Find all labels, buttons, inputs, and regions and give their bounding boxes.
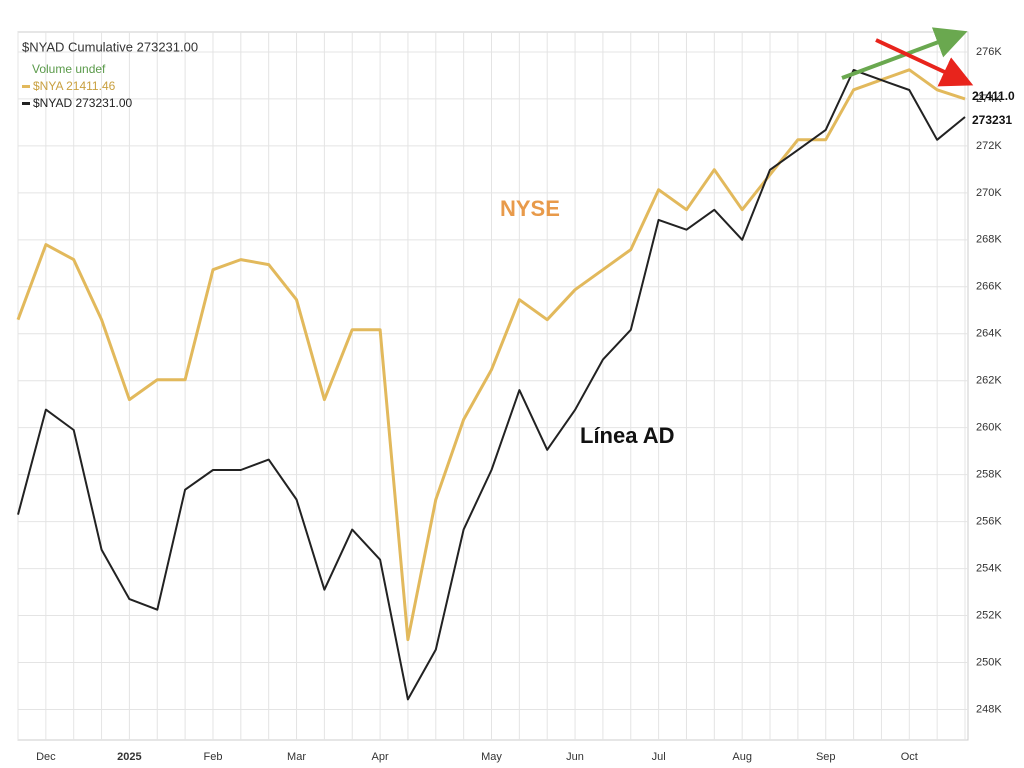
end-label: 273231 [972,113,1012,127]
y-tick-label: 264K [976,328,1002,340]
y-tick-label: 250K [976,656,1002,668]
x-tick-label: 2025 [117,751,141,763]
y-tick-label: 266K [976,281,1002,293]
y-tick-label: 270K [976,187,1002,199]
y-tick-label: 248K [976,703,1002,715]
annotation: Línea AD [580,423,675,448]
x-tick-label: Feb [203,751,222,763]
legend-label: $NYA 21411.46 [33,79,116,93]
series-line [16,68,966,642]
y-tick-label: 256K [976,516,1002,528]
x-tick-label: Oct [901,751,918,763]
plot-area [17,31,969,741]
series-line [17,69,966,701]
legend-label: $NYAD 273231.00 [33,96,133,110]
y-tick-label: 276K [976,46,1002,58]
x-tick-label: Jul [652,751,666,763]
grid [17,32,968,740]
trend-arrow [841,27,968,80]
y-tick-label: 272K [976,140,1002,152]
annotation: NYSE [500,196,560,221]
y-tick-label: 262K [976,375,1002,387]
legend-swatch [22,85,30,88]
x-tick-label: Apr [372,751,389,763]
chart-title: $NYAD Cumulative 273231.00 [22,39,198,54]
x-tick-label: May [481,751,502,763]
y-tick-label: 252K [976,609,1002,621]
y-tick-label: 254K [976,562,1002,574]
lines [16,68,966,701]
x-tick-label: Sep [816,751,836,763]
y-tick-label: 258K [976,469,1002,481]
end-label: 21411.0 [972,89,1015,103]
x-tick-label: Aug [732,751,752,763]
x-tick-label: Mar [287,751,306,763]
chart-subtitle: Volume undef [32,62,106,76]
y-tick-label: 260K [976,422,1002,434]
y-tick-label: 274K [976,93,1002,105]
y-tick-label: 268K [976,234,1002,246]
legend-swatch [22,102,30,105]
x-tick-label: Dec [36,751,56,763]
trend-arrow [875,38,974,87]
x-tick-label: Jun [566,751,584,763]
